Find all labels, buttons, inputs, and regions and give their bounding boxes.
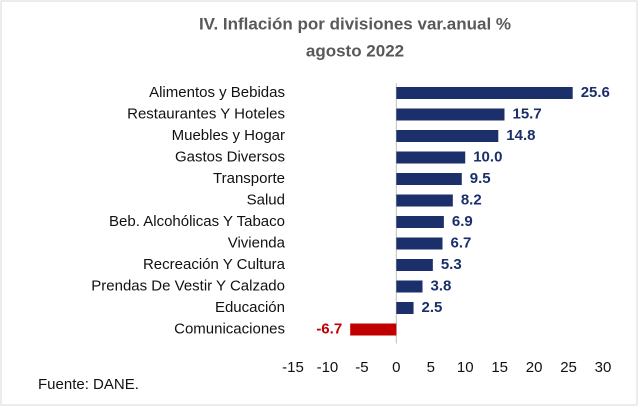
value-label: 10.0 xyxy=(473,148,502,165)
bar xyxy=(396,280,423,293)
category-label: Beb. Alcohólicas Y Tabaco xyxy=(109,213,285,230)
bar xyxy=(396,216,444,228)
category-label: Restaurantes Y Hoteles xyxy=(127,105,285,122)
value-label: 5.3 xyxy=(441,256,462,273)
value-label: -6.7 xyxy=(316,320,342,337)
value-label: 2.5 xyxy=(422,299,443,316)
bar xyxy=(396,173,462,185)
category-label: Muebles y Hogar xyxy=(172,127,285,144)
category-label: Educación xyxy=(215,299,285,316)
source-note: Fuente: DANE. xyxy=(38,376,139,393)
x-tick-label: -15 xyxy=(282,359,304,376)
value-label: 15.7 xyxy=(512,105,541,122)
category-label: Alimentos y Bebidas xyxy=(149,84,285,101)
value-label: 6.9 xyxy=(452,213,473,230)
category-label: Recreación Y Cultura xyxy=(143,256,286,273)
category-label: Gastos Diversos xyxy=(175,148,285,165)
x-tick-label: 25 xyxy=(560,359,577,376)
bar xyxy=(396,108,505,121)
x-tick-label: 15 xyxy=(491,359,508,376)
value-label: 8.2 xyxy=(461,191,482,208)
x-tick-label: -10 xyxy=(317,359,339,376)
value-label: 9.5 xyxy=(470,170,491,187)
x-tick-label: 5 xyxy=(427,359,435,376)
chart-title: IV. Inflación por divisiones var.anual % xyxy=(199,14,511,33)
category-label: Transporte xyxy=(213,170,285,187)
x-tick-label: 0 xyxy=(392,359,400,376)
x-tick-label: 10 xyxy=(457,359,474,376)
value-label: 6.7 xyxy=(450,234,471,251)
value-label: 3.8 xyxy=(431,277,452,294)
category-label: Comunicaciones xyxy=(174,320,285,337)
bar xyxy=(396,87,573,99)
value-label: 14.8 xyxy=(506,127,535,144)
bar xyxy=(396,194,453,207)
bar xyxy=(396,302,414,314)
bar xyxy=(396,130,499,142)
category-label: Prendas De Vestir Y Calzado xyxy=(91,277,285,294)
x-tick-label: 30 xyxy=(595,359,612,376)
x-tick-label: -5 xyxy=(355,359,368,376)
chart-subtitle: agosto 2022 xyxy=(306,41,404,60)
bar xyxy=(396,237,443,250)
category-label: Salud xyxy=(247,191,285,208)
category-label: Vivienda xyxy=(228,234,286,251)
bar xyxy=(396,151,466,164)
value-label: 25.6 xyxy=(581,84,610,101)
bar xyxy=(350,323,397,336)
bar xyxy=(396,259,433,271)
x-tick-label: 20 xyxy=(526,359,543,376)
